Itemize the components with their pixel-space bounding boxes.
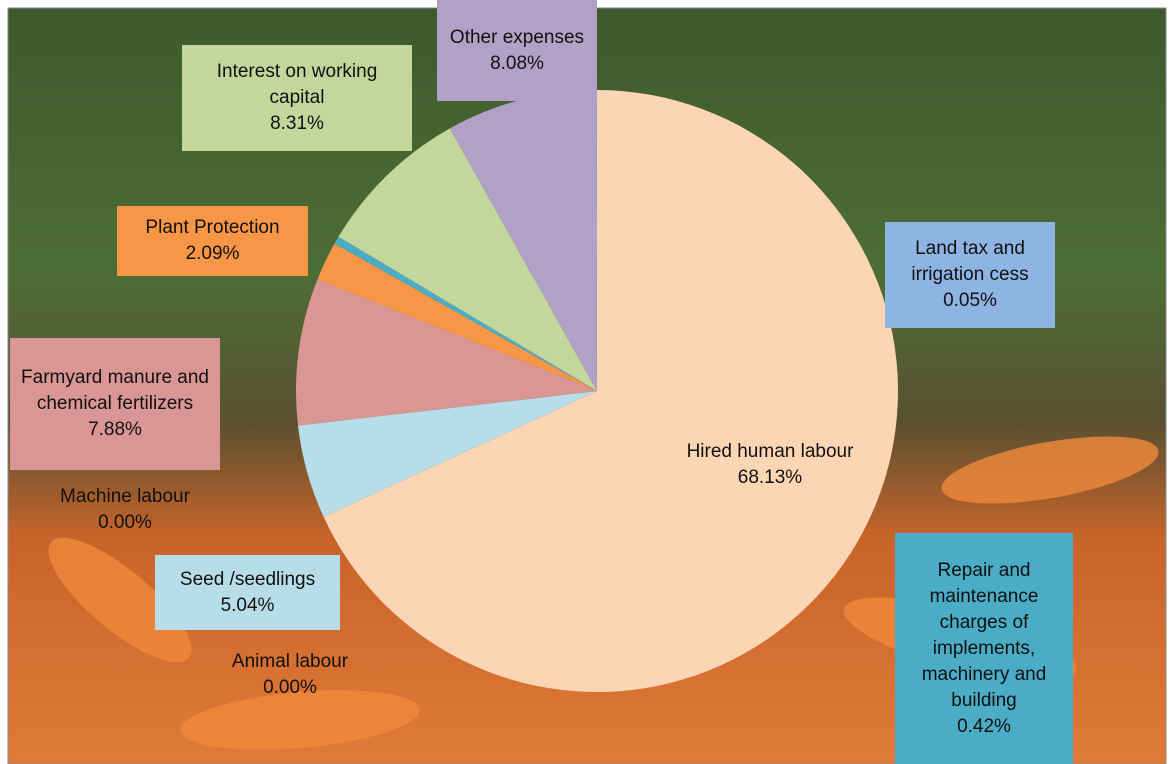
value-label: 0.00% — [263, 677, 317, 698]
category-label: Hired human labour — [686, 441, 854, 462]
data-label: Land tax and irrigation cess 0.05% — [885, 222, 1055, 328]
category-label: Other expenses — [449, 26, 585, 48]
category-label: Repair and maintenance charges of implem… — [921, 559, 1047, 711]
pie-slice — [338, 128, 597, 391]
value-label: 68.13% — [737, 467, 803, 488]
category-label: Seed /seedlings — [179, 568, 316, 590]
value-label: 7.88% — [88, 419, 142, 440]
value-label: 5.04% — [220, 594, 275, 616]
category-label: Farmyard manure and chemical fertilizers — [21, 367, 209, 414]
data-label: Machine labour 0.00% — [30, 470, 220, 550]
value-label: 8.31% — [270, 113, 324, 134]
category-label: Land tax and irrigation cess — [911, 238, 1029, 285]
data-label: Seed /seedlings 5.04% — [155, 555, 340, 630]
value-label: 0.05% — [943, 290, 997, 311]
pie-slice — [334, 236, 597, 391]
pie-slice — [596, 90, 597, 391]
pie-slice — [297, 391, 597, 517]
pie-slice — [317, 243, 597, 391]
data-label: Hired human labour 68.13% — [640, 425, 900, 505]
category-label: Animal labour — [231, 651, 349, 672]
data-label: Other expenses 8.08% — [437, 0, 597, 101]
value-label: 2.09% — [185, 243, 240, 264]
data-label: Farmyard manure and chemical fertilizers… — [10, 338, 220, 470]
data-label: Plant Protection 2.09% — [117, 206, 308, 276]
category-label: Machine labour — [60, 486, 190, 507]
value-label: 0.00% — [98, 512, 152, 533]
category-label: Plant Protection — [145, 217, 280, 238]
category-label: Interest on working capital — [216, 61, 378, 108]
data-label: Interest on working capital 8.31% — [182, 45, 412, 151]
value-label: 8.08% — [490, 52, 544, 74]
data-label: Animal labour 0.00% — [185, 635, 395, 715]
pie-slice — [449, 90, 597, 391]
value-label: 0.42% — [957, 715, 1011, 737]
pie-slice — [323, 90, 898, 692]
data-label: Repair and maintenance charges of implem… — [895, 533, 1073, 764]
pie-slice — [296, 279, 597, 426]
